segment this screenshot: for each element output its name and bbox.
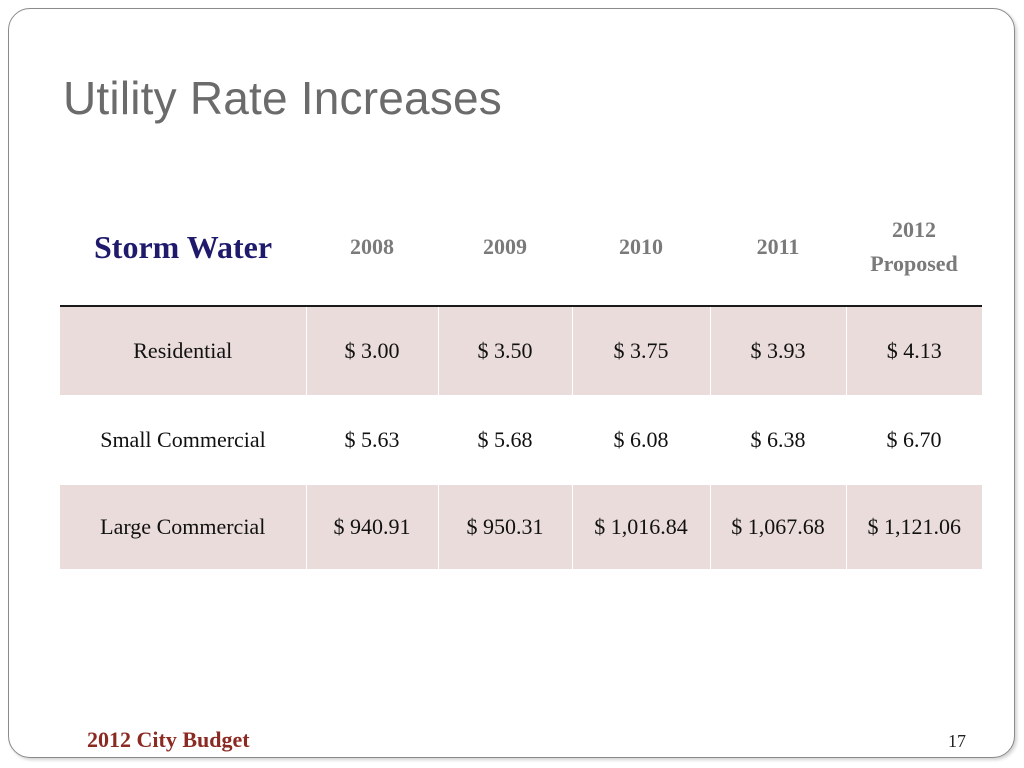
rate-cell: $ 1,016.84 (572, 485, 711, 569)
rate-cell: $ 5.63 (344, 427, 400, 452)
page-number: 17 (948, 731, 966, 751)
rate-cell: $ 4.13 (846, 306, 982, 395)
rate-cell: $ 1,067.68 (710, 485, 847, 569)
row-label: Large Commercial (60, 485, 307, 569)
table-header-row: Storm Water 2008 2009 2010 2011 2012 Pro… (60, 196, 982, 307)
column-header-year: 2010 (619, 233, 663, 259)
rate-cell: $ 3.75 (572, 306, 711, 395)
column-header-qualifier: Proposed (870, 250, 958, 276)
utility-rates-table: Storm Water 2008 2009 2010 2011 2012 Pro… (60, 196, 982, 569)
column-header-2010: 2010 (572, 196, 710, 307)
table-row-small-commercial: Small Commercial $ 5.63 $ 5.68 $ 6.08 $ … (60, 395, 982, 485)
column-header-2012-proposed: 2012 Proposed (846, 196, 982, 307)
footer-budget-label: 2012 City Budget (87, 727, 250, 752)
rate-cell: $ 1,121.06 (846, 485, 982, 569)
rate-cell: $ 6.38 (750, 427, 806, 452)
table-row-large-commercial: Large Commercial $ 940.91 $ 950.31 $ 1,0… (60, 485, 982, 569)
column-header-2011: 2011 (710, 196, 846, 307)
section-label: Storm Water (60, 196, 306, 307)
table-row-residential: Residential $ 3.00 $ 3.50 $ 3.75 $ 3.93 … (60, 306, 982, 395)
rate-cell: $ 3.93 (710, 306, 847, 395)
column-header-year: 2012 (892, 216, 936, 242)
slide-title: Utility Rate Increases (63, 72, 502, 124)
rate-cell: $ 950.31 (438, 485, 573, 569)
slide: Utility Rate Increases Storm Water 2008 … (8, 8, 1015, 758)
rate-cell: $ 5.68 (477, 427, 533, 452)
column-header-2009: 2009 (438, 196, 572, 307)
row-label: Residential (60, 306, 307, 395)
rate-cell: $ 3.00 (306, 306, 439, 395)
column-header-2008: 2008 (306, 196, 438, 307)
rate-cell: $ 6.70 (886, 427, 942, 452)
column-header-year: 2009 (483, 233, 527, 259)
column-header-year: 2008 (350, 233, 394, 259)
rate-cell: $ 6.08 (613, 427, 669, 452)
row-label: Small Commercial (100, 427, 266, 452)
rate-cell: $ 3.50 (438, 306, 573, 395)
rate-cell: $ 940.91 (306, 485, 439, 569)
column-header-year: 2011 (756, 233, 800, 259)
